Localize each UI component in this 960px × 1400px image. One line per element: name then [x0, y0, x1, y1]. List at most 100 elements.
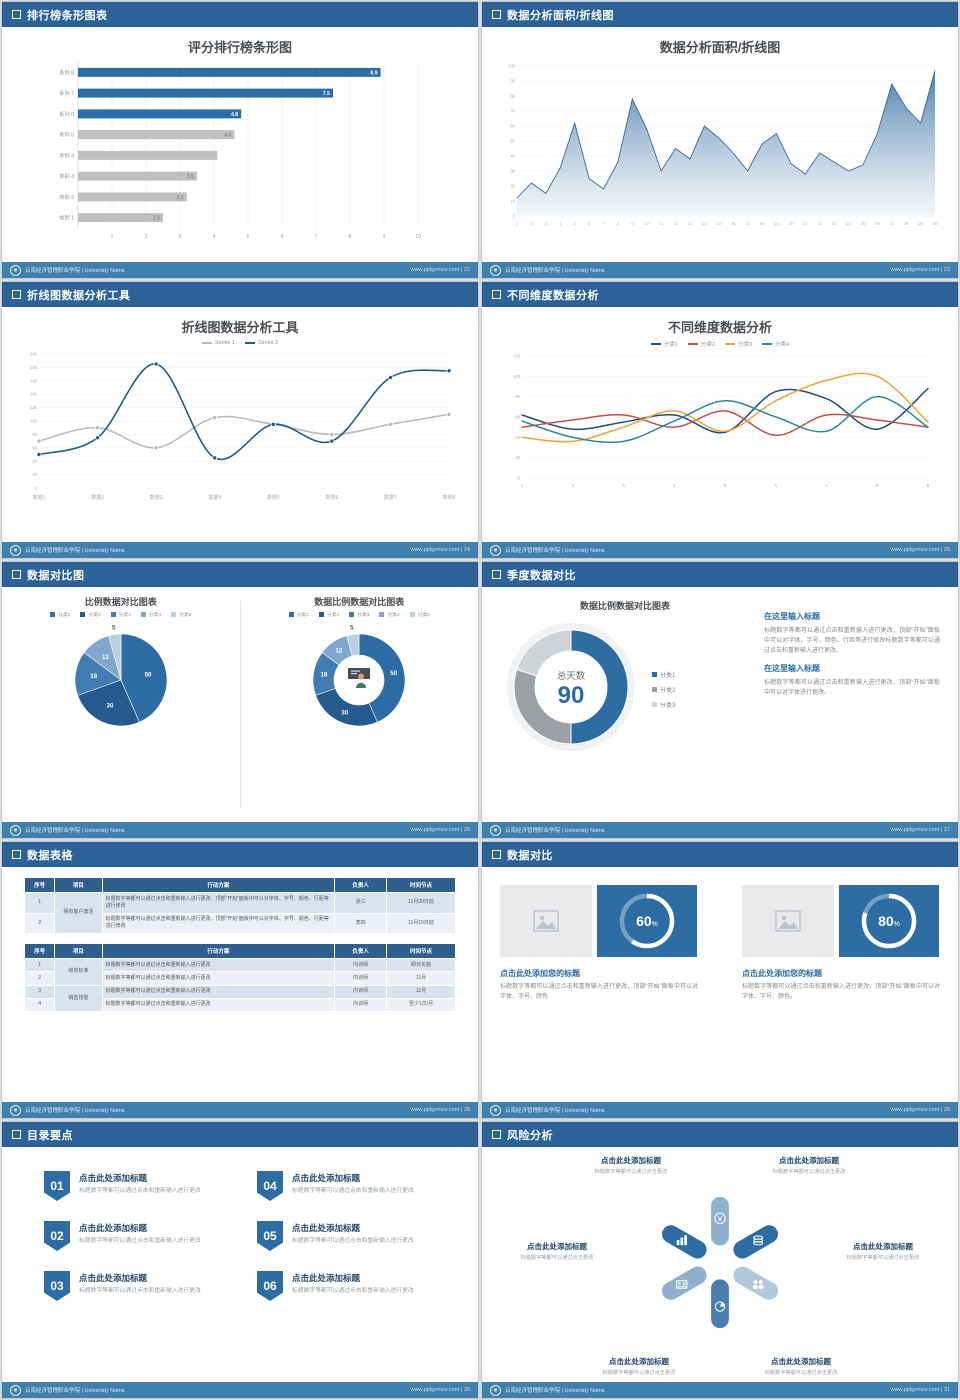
quarter-text-area: 在这里输入标题 标题数字等都可以通过点击和重新输入进行更改，顶部“开始”面板中可… [754, 591, 942, 767]
svg-text:2: 2 [145, 234, 148, 240]
svg-text:50: 50 [510, 139, 515, 144]
slide-area-line[interactable]: 数据分析面积/折线图 数据分析面积/折线图 0 10 20 30 40 50 60 70 80 9… [481, 1, 959, 279]
text-block-title: 在这里输入标题 [764, 663, 820, 673]
slide-progress-compare[interactable]: 数据对比 60% 点击此处添加您的标题 标题数字等都可以通过点击和重新输入进行更… [481, 841, 959, 1119]
slide-header-title: 风险分析 [507, 1129, 553, 1142]
table-row: 2 标题数字等都可以通过点击和重新输入进行更改 内训师 11月 [23, 971, 456, 986]
svg-text:40: 40 [510, 154, 515, 159]
footer-page-info: www.pptgenius.com | 24 [410, 547, 470, 553]
footer-school-name: 云南经济管理职业学院 | University Name [25, 548, 125, 554]
svg-text:2: 2 [571, 483, 574, 488]
card-title: 点击此处添加您的标题 [742, 969, 822, 978]
slide-header-title: 数据对比 [507, 849, 553, 862]
table-row: 4 标题数字等都可以通过点击和重新输入进行更改 内训师 至少1次/月 [23, 997, 456, 1013]
svg-text:20: 20 [32, 472, 37, 477]
slide-header: 不同维度数据分析 [482, 282, 958, 307]
cell-no: 2 [23, 971, 56, 986]
risk-label-body: 标题数字等都可以通过点击更改 [602, 1370, 676, 1376]
slide-line-tool[interactable]: 折线图数据分析工具 折线图数据分析工具 Series 1 Series 2 0 20… [1, 281, 479, 559]
slide-header-title: 排行榜条形图表 [27, 9, 108, 22]
slide-pie-compare[interactable]: 数据对比图 比例数据对比图表 分类1 分类2 分类3 分类4 分类5 50 30 18 12 5… [1, 561, 479, 839]
svg-text:系列 4: 系列 4 [59, 151, 74, 159]
toc-number-badge: 02 [44, 1221, 70, 1251]
risk-label-title: 点击此处添加标题 [779, 1156, 839, 1165]
slide-header-title: 不同维度数据分析 [507, 289, 599, 302]
progress-ring-80: 80% [839, 885, 939, 957]
school-logo-icon: ◉ [10, 824, 21, 836]
risk-label-title: 点击此处添加标题 [601, 1156, 661, 1165]
svg-text:10: 10 [415, 234, 421, 240]
slide-risk-analysis[interactable]: 风险分析 ¥ 点击此处添加标题 标题数字等都可以通过点击更改 点击此处添加标题 … [481, 1121, 959, 1399]
svg-text:3: 3 [179, 234, 182, 240]
slide-header: 数据分析面积/折线图 [482, 2, 958, 27]
svg-text:数据5: 数据5 [267, 494, 280, 501]
svg-text:数据2: 数据2 [91, 494, 104, 501]
footer-page-info: www.pptgenius.com | 30 [410, 1387, 470, 1393]
toc-item-title: 点击此处添加标题 [79, 1273, 148, 1283]
risk-label-title: 点击此处添加标题 [771, 1357, 831, 1366]
school-logo-icon: ◉ [10, 1104, 21, 1116]
svg-text:30: 30 [106, 702, 113, 709]
cell-no: 2 [23, 912, 56, 934]
cell-owner: 内训师 [334, 997, 388, 1013]
toc-item-body: 标题数字等都可以通过点击和重新输入进行更改 [292, 1188, 414, 1194]
big-donut-chart: 总天数 90 [496, 612, 646, 767]
cell-plan: 标题数字等都可以通过点击和重新输入进行更改，顶部“开始”面板中可以对字体、字号、… [101, 892, 336, 914]
compare-card: 60% 点击此处添加您的标题 标题数字等都可以通过点击和重新输入进行更改，顶部“… [500, 885, 698, 1003]
chart-title: 折线图数据分析工具 [181, 320, 299, 335]
toc-item-title: 点击此处添加标题 [79, 1223, 148, 1233]
square-bullet-icon [12, 10, 21, 19]
slide-body: 评分排行榜条形图 1 2 3 4 5 6 7 8 9 10 系列 8 8.9 系列 7 7.5 系列 6 4.… [2, 27, 478, 262]
slide-quarter-compare[interactable]: 季度数据对比 数据比例数据对比图表 总天数 90 分类1 分类2 分类3 在这里输入标… [481, 561, 959, 839]
table-header-row: 序号 项目 行动方案 负责人 时间节点 [23, 943, 456, 959]
svg-text:5: 5 [724, 483, 727, 488]
slide-header-title: 数据对比图 [27, 569, 85, 582]
slide-data-tables[interactable]: 数据表格 序号 项目 行动方案 负责人 时间节点 1 保有客户激活 标题数字等都… [1, 841, 479, 1119]
table-row: 3 销售技能 标题数字等都可以通过点击和重新输入进行更改 内训师 11月 [23, 984, 456, 1012]
slide-header: 风险分析 [482, 1122, 958, 1147]
footer-school-name: 云南经济管理职业学院 | University Name [505, 1388, 605, 1394]
cell-plan: 标题数字等都可以通过点击和重新输入进行更改 [101, 997, 336, 1013]
school-logo-icon: ◉ [490, 1384, 501, 1396]
slide-rank-bar[interactable]: 排行榜条形图表 评分排行榜条形图 1 2 3 4 5 6 7 8 9 10 系列 8 8.9 系列 7 7… [1, 1, 479, 279]
slide-header-title: 目录要点 [27, 1129, 73, 1142]
svg-text:9: 9 [631, 221, 634, 226]
slide-header: 数据表格 [2, 842, 478, 867]
toc-number-badge: 01 [44, 1171, 70, 1201]
slide-toc-points[interactable]: 目录要点 01 点击此处添加标题 标题数字等都可以通过点击和重新输入进行更改 02 点击… [1, 1121, 479, 1399]
svg-text:100: 100 [30, 419, 38, 424]
svg-text:26: 26 [875, 221, 880, 226]
cell-owner: 内训师 [334, 957, 388, 973]
svg-text:25: 25 [861, 221, 866, 226]
school-logo-icon: ◉ [490, 824, 501, 836]
school-logo-icon: ◉ [490, 544, 501, 556]
svg-text:9: 9 [927, 483, 930, 488]
svg-text:数据6: 数据6 [325, 494, 338, 501]
svg-text:5: 5 [574, 221, 577, 226]
risk-label: 点击此处添加标题 标题数字等都可以通过点击更改 [734, 1155, 884, 1175]
svg-text:系列 6: 系列 6 [59, 110, 74, 118]
table-header-row: 序号 项目 行动方案 负责人 时间节点 [23, 877, 456, 893]
svg-text:3: 3 [622, 483, 625, 488]
risk-label-body: 标题数字等都可以通过点击更改 [594, 1169, 668, 1175]
slide-footer: ◉ 云南经济管理职业学院 | University Name www.pptge… [2, 1102, 478, 1118]
slide-multi-dim[interactable]: 不同维度数据分析 不同维度数据分析 分类1 分类2 分类3 分类4 0 20 40 60 80… [481, 281, 959, 559]
toc-number-badge: 06 [257, 1271, 283, 1301]
svg-text:15: 15 [717, 221, 722, 226]
toc-item-body: 标题数字等都可以通过点击和重新输入进行更改 [292, 1238, 414, 1244]
svg-text:22: 22 [817, 221, 822, 226]
svg-text:4.6: 4.6 [224, 133, 231, 139]
svg-text:70: 70 [510, 109, 515, 114]
svg-text:29: 29 [918, 221, 923, 226]
svg-text:10: 10 [510, 199, 515, 204]
svg-text:3.2: 3.2 [177, 195, 184, 201]
footer-school-name: 云南经济管理职业学院 | University Name [25, 1108, 125, 1114]
cell-plan: 标题数字等都可以通过点击和重新输入进行更改 [101, 984, 336, 999]
cell-plan: 标题数字等都可以通过点击和重新输入进行更改 [101, 957, 336, 973]
footer-school-name: 云南经济管理职业学院 | University Name [25, 1388, 125, 1394]
risk-label-title: 点击此处添加标题 [527, 1242, 587, 1251]
ranking-bar-chart: 1 2 3 4 5 6 7 8 9 10 系列 8 8.9 系列 7 7.5 系列 6 4.8 系列 5 4.6 系… [2, 58, 478, 244]
slide-body: 数据分析面积/折线图 0 10 20 30 40 50 60 70 80 90 100 1 2 3 4 5 6 7… [482, 27, 958, 262]
cell-no: 4 [23, 997, 56, 1013]
svg-text:24: 24 [846, 221, 851, 226]
